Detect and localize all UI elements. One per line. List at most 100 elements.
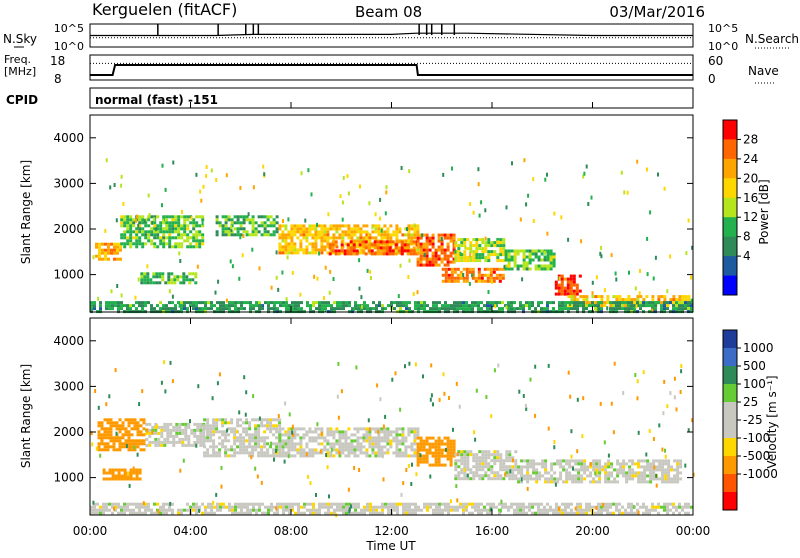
heatmap-cell: [395, 445, 399, 449]
heatmap-cell: [546, 252, 550, 256]
heatmap-cell: [123, 224, 127, 228]
heatmap-cell: [201, 239, 205, 243]
heatmap-cell: [117, 477, 121, 481]
heatmap-cell: [236, 436, 240, 440]
heatmap-cell: [408, 508, 411, 512]
heatmap-cell: [150, 304, 153, 308]
heatmap-speckle: [407, 463, 410, 468]
heatmap-cell: [471, 273, 475, 277]
heatmap-cell: [391, 252, 395, 256]
heatmap-speckle: [164, 389, 167, 394]
heatmap-cell: [290, 239, 294, 243]
heatmap-cell: [186, 236, 190, 240]
heatmap-cell: [410, 236, 414, 240]
heatmap-cell: [510, 502, 513, 506]
heatmap-cell: [631, 471, 635, 475]
heatmap-cell: [577, 462, 581, 466]
heatmap-cell: [412, 246, 416, 250]
heatmap-cell: [569, 280, 573, 284]
heatmap-cell: [302, 230, 306, 234]
heatmap-cell: [117, 471, 121, 475]
heatmap-cell: [161, 278, 165, 282]
heatmap-cell: [189, 301, 192, 305]
heatmap-cell: [403, 246, 407, 250]
heatmap-cell: [168, 505, 171, 509]
heatmap-speckle: [484, 236, 487, 241]
heatmap-cell: [425, 233, 429, 237]
heatmap-cell: [177, 236, 181, 240]
heatmap-cell: [431, 245, 435, 249]
heatmap-cell: [460, 241, 464, 245]
heatmap-cell: [210, 301, 213, 305]
heatmap-cell: [431, 260, 435, 264]
heatmap-cell: [261, 502, 264, 506]
heatmap-cell: [466, 459, 470, 463]
heatmap-cell: [465, 279, 469, 283]
heatmap-speckle: [287, 217, 290, 222]
heatmap-cell: [426, 508, 429, 512]
heatmap-cell: [643, 474, 647, 478]
heatmap-speckle: [367, 232, 370, 237]
heatmap-cell: [302, 451, 306, 455]
heatmap-cell: [168, 230, 172, 234]
heatmap-cell: [336, 304, 339, 308]
heatmap-speckle: [595, 505, 598, 510]
heatmap-speckle: [591, 280, 594, 285]
heatmap-cell: [501, 267, 505, 271]
heatmap-cell: [281, 230, 285, 234]
heatmap-cell: [212, 427, 216, 431]
heatmap-speckle: [220, 465, 223, 470]
heatmap-cell: [487, 244, 491, 248]
heatmap-cell: [141, 221, 145, 225]
heatmap-cell: [183, 301, 186, 305]
heatmap-cell: [490, 471, 494, 475]
heatmap-cell: [600, 298, 604, 302]
heatmap-cell: [252, 307, 255, 311]
heatmap-cell: [126, 224, 130, 228]
heatmap-cell: [354, 502, 357, 506]
heatmap-cell: [195, 242, 199, 246]
heatmap-cell: [112, 442, 116, 446]
heatmap-cell: [579, 304, 582, 308]
heatmap-cell: [440, 245, 444, 249]
y-tick-label: 2000: [53, 222, 84, 236]
heatmap-cell: [431, 442, 435, 446]
heatmap-cell: [610, 462, 614, 466]
heatmap-cell: [182, 275, 186, 279]
heatmap-cell: [236, 439, 240, 443]
heatmap-cell: [591, 295, 595, 299]
heatmap-cell: [192, 301, 195, 305]
heatmap-speckle: [134, 295, 137, 300]
heatmap-cell: [538, 471, 542, 475]
heatmap-speckle: [558, 506, 560, 511]
heatmap-cell: [498, 301, 501, 305]
heatmap-cell: [572, 283, 576, 287]
heatmap-speckle: [382, 424, 385, 429]
heatmap-cell: [574, 477, 578, 481]
heatmap-cell: [624, 301, 627, 305]
heatmap-cell: [130, 421, 134, 425]
heatmap-cell: [655, 477, 659, 481]
heatmap-cell: [416, 233, 420, 237]
heatmap-cell: [169, 431, 173, 435]
heatmap-cell: [236, 424, 240, 428]
heatmap-cell: [164, 281, 168, 285]
heatmap-cell: [130, 442, 134, 446]
heatmap-cell: [449, 439, 453, 443]
heatmap-speckle: [574, 506, 577, 511]
heatmap-cell: [450, 270, 454, 274]
heatmap-cell: [159, 221, 163, 225]
heatmap-cell: [215, 427, 219, 431]
heatmap-cell: [387, 505, 390, 509]
heatmap-cell: [281, 239, 285, 243]
heatmap-cell: [422, 454, 426, 458]
heatmap-cell: [395, 233, 399, 237]
heatmap-speckle: [338, 450, 341, 455]
heatmap-cell: [438, 307, 441, 311]
heatmap-cell: [138, 230, 142, 234]
heatmap-cell: [314, 239, 318, 243]
heatmap-cell: [183, 218, 187, 222]
heatmap-cell: [687, 301, 690, 305]
heatmap-cell: [142, 418, 146, 422]
heatmap-speckle: [135, 218, 137, 223]
